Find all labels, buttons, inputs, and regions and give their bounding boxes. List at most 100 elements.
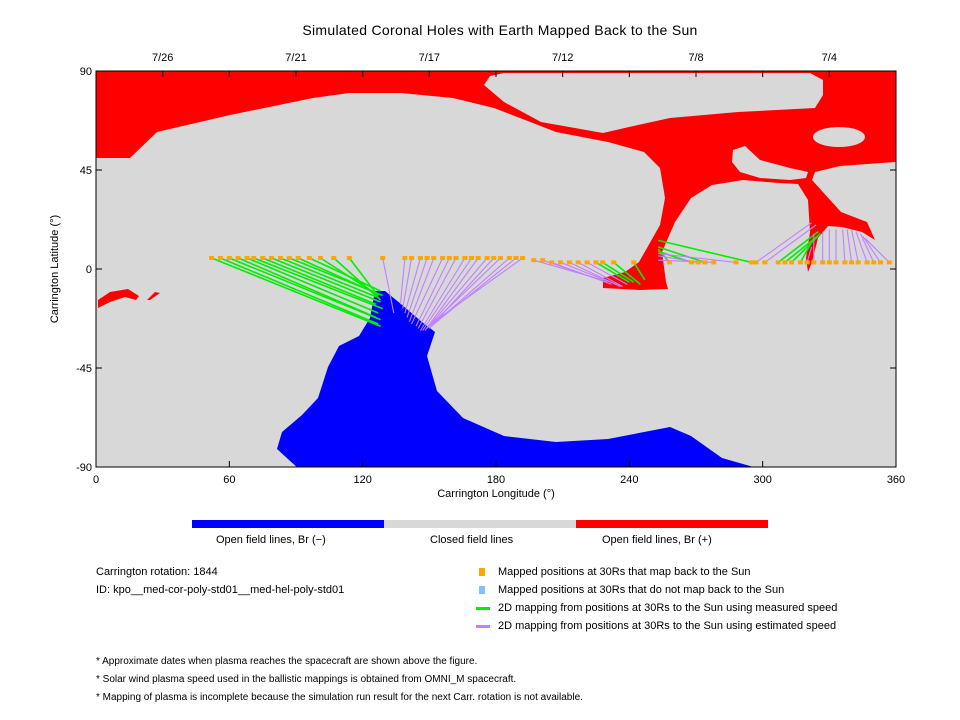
mapped-position-point bbox=[864, 260, 870, 265]
date-label: 7/8 bbox=[688, 52, 703, 64]
mapped-position-point bbox=[566, 260, 572, 265]
mapped-position-point bbox=[317, 256, 323, 260]
mapped-position-point bbox=[491, 256, 497, 260]
estimated-mapping-line bbox=[411, 257, 444, 325]
measured-mapping-line bbox=[333, 257, 381, 301]
measured-mapping-line bbox=[657, 246, 706, 264]
mapped-position-point bbox=[826, 260, 832, 265]
mapped-position-point bbox=[593, 260, 599, 265]
y-axis-label: Carrington Latitude (°) bbox=[49, 215, 61, 323]
legend-measured: 2D mapping from positions at 30Rs to the… bbox=[498, 602, 838, 614]
measured-mapping-line bbox=[229, 257, 381, 321]
mapped-position-point bbox=[462, 256, 468, 260]
mapped-position-point bbox=[689, 260, 695, 265]
colorbar-positive bbox=[576, 520, 768, 528]
estimated-mapping-line bbox=[433, 257, 523, 323]
carrington-rotation: Carrington rotation: 1844 bbox=[96, 566, 218, 578]
estimated-mapping-line bbox=[855, 231, 868, 263]
mapped-position-point bbox=[666, 260, 672, 265]
measured-mapping-line bbox=[799, 237, 815, 263]
mapped-position-point bbox=[540, 258, 546, 263]
estimated-mapping-line bbox=[862, 235, 881, 263]
mapped-position-point bbox=[600, 260, 606, 265]
note-1: * Approximate dates when plasma reaches … bbox=[96, 656, 478, 667]
y-tick-label: 45 bbox=[80, 165, 92, 177]
measured-mapping-line bbox=[348, 257, 377, 294]
mapped-position-point bbox=[424, 256, 430, 260]
closed-island-small bbox=[813, 127, 865, 147]
mapped-position-point bbox=[409, 256, 415, 260]
mapped-position-point bbox=[775, 260, 781, 265]
date-label: 7/4 bbox=[822, 52, 837, 64]
estimated-mapping-line bbox=[399, 257, 406, 305]
mapped-position-point bbox=[886, 260, 892, 265]
mapped-position-point bbox=[531, 258, 537, 263]
estimated-mapping-line bbox=[406, 257, 428, 318]
mapped-position-point bbox=[209, 256, 215, 260]
legend-measured-line bbox=[476, 607, 490, 610]
mapped-position-point bbox=[702, 260, 708, 265]
mapping-points bbox=[209, 256, 892, 265]
mapped-position-point bbox=[235, 256, 241, 260]
x-tick-label: 120 bbox=[353, 474, 371, 486]
mapped-position-point bbox=[557, 260, 563, 265]
x-tick-label: 60 bbox=[223, 474, 235, 486]
mapped-position-point bbox=[431, 256, 437, 260]
mapped-position-point bbox=[833, 260, 839, 265]
measured-mapping-line bbox=[297, 257, 377, 294]
estimated-mapping-line bbox=[415, 257, 450, 327]
x-tick-label: 360 bbox=[887, 474, 905, 486]
legend-unmapped: Mapped positions at 30Rs that do not map… bbox=[498, 584, 785, 596]
colorbar-closed bbox=[384, 520, 576, 528]
mapped-position-point bbox=[226, 256, 232, 260]
mapped-position-point bbox=[453, 256, 459, 260]
mapped-position-point bbox=[797, 260, 803, 265]
measured-mapping-line bbox=[280, 257, 379, 299]
chart-title: Simulated Coronal Holes with Earth Mappe… bbox=[302, 22, 698, 38]
closed-island-north bbox=[484, 73, 823, 133]
estimated-mapping-line bbox=[577, 261, 623, 288]
mapped-position-point bbox=[820, 260, 826, 265]
estimated-mapping-line bbox=[402, 257, 413, 309]
mapping-lines bbox=[211, 222, 890, 331]
positive-open-region-small bbox=[147, 292, 160, 300]
estimated-mapping-line bbox=[428, 257, 501, 327]
estimated-mapping-line bbox=[433, 257, 517, 325]
measured-mapping-line bbox=[253, 257, 383, 310]
legend-unmapped-swatch bbox=[479, 586, 485, 594]
estimated-mapping-line bbox=[417, 257, 457, 329]
mapped-position-point bbox=[244, 256, 250, 260]
estimated-mapping-line bbox=[842, 229, 846, 263]
estimated-mapping-line bbox=[404, 257, 421, 314]
estimated-mapping-line bbox=[864, 237, 890, 263]
measured-mapping-line bbox=[246, 257, 379, 314]
mapped-position-point bbox=[251, 256, 257, 260]
measured-mapping-line bbox=[595, 261, 630, 283]
legend-estimated: 2D mapping from positions at 30Rs to the… bbox=[498, 620, 837, 632]
estimated-mapping-line bbox=[569, 261, 621, 288]
measured-mapping-line bbox=[211, 257, 381, 327]
mapped-position-point bbox=[217, 256, 223, 260]
y-tick-label: 90 bbox=[80, 66, 92, 78]
legend-mapped-swatch bbox=[479, 568, 485, 576]
mapped-position-point bbox=[804, 260, 810, 265]
colorbar-label-closed: Closed field lines bbox=[430, 534, 514, 546]
positive-open-region-west bbox=[98, 289, 139, 308]
estimated-mapping-line bbox=[658, 253, 737, 263]
mapped-position-point bbox=[260, 256, 266, 260]
estimated-mapping-line bbox=[586, 261, 628, 285]
estimated-mapping-line bbox=[755, 222, 812, 263]
negative-open-region-south bbox=[277, 291, 754, 467]
measured-mapping-line bbox=[633, 261, 646, 281]
mapped-position-point bbox=[306, 256, 312, 260]
estimated-mapping-line bbox=[551, 261, 612, 285]
measured-mapping-line bbox=[777, 230, 819, 264]
mapped-position-point bbox=[789, 260, 795, 265]
legend-estimated-line bbox=[476, 625, 490, 628]
measured-mapping-line bbox=[237, 257, 377, 319]
estimated-mapping-line bbox=[424, 257, 479, 331]
measured-mapping-line bbox=[613, 261, 641, 286]
mapped-position-point bbox=[346, 256, 352, 260]
colorbar-label-positive: Open field lines, Br (+) bbox=[602, 534, 712, 546]
